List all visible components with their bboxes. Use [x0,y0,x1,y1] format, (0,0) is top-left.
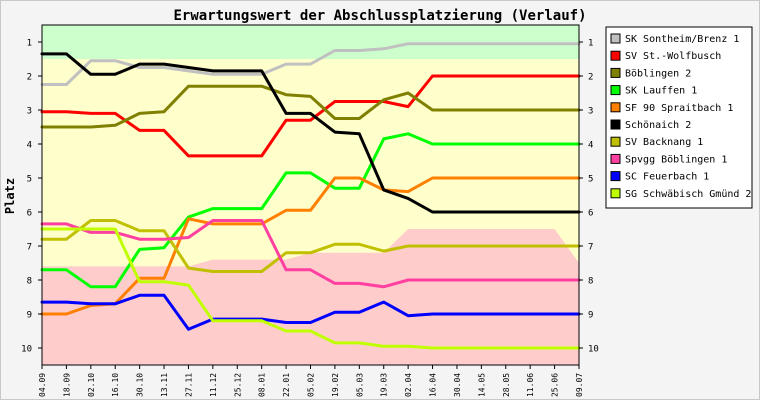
legend: SK Sontheim/Brenz 1 SV St.-Wolfbusch Böbli… [605,26,753,209]
x-axis: 04.09 18.09 02.10 16.10 30.10 13.11 27.11 11.12… [38,365,584,397]
legend-label: SC Feuerbach 1 [625,172,709,183]
legend-swatch [610,102,621,113]
y-tick-label-left: 4 [27,141,32,151]
x-tick-label: 19.02 [331,373,340,397]
x-tick-label: 05.02 [307,373,316,397]
series-line-8 [40,219,581,289]
legend-swatch [610,171,621,182]
x-tick-label: 22.01 [282,373,291,397]
y-tick-label-left: 3 [27,107,32,117]
series-line-10 [40,227,581,350]
series-line-2 [40,74,581,158]
zone-relegation [42,229,579,365]
series-line-6 [40,52,581,214]
x-tick-label: 13.11 [160,373,169,397]
legend-label: Böblingen 2 [625,68,691,79]
y-tick-label-left: 10 [21,345,32,355]
y-tick-label-left: 2 [27,73,32,83]
x-tick-label: 27.11 [184,373,193,397]
legend-label: SV St.-Wolfbusch [625,51,721,62]
x-tick-label: 02.10 [87,373,96,397]
legend-box [605,26,753,209]
x-tick-label: 19.03 [380,373,389,397]
right-y-axis: 1 2 3 4 5 6 7 8 9 10 [579,39,599,355]
y-tick-label-right: 7 [588,243,593,253]
x-tick-label: 11.12 [209,373,218,397]
y-tick-label-left: 8 [27,277,32,287]
x-tick-label: 30.10 [136,373,145,397]
x-tick-label: 18.09 [62,373,71,397]
x-tick-label: 16.10 [111,373,120,397]
legend-label: Spvgg Böblingen 1 [625,154,727,165]
x-tick-label: 02.04 [404,373,413,397]
series-line-1 [40,42,581,86]
series-line-3 [40,84,581,129]
x-tick-label: 25.12 [233,373,242,397]
legend-swatch [610,119,621,130]
legend-swatch [610,50,621,61]
legend-swatch [610,188,621,199]
y-tick-label-right: 2 [588,73,593,83]
x-tick-label: 30.04 [453,373,462,397]
series-line-7 [40,219,581,273]
legend-swatch [610,85,621,96]
x-tick-label: 16.04 [429,373,438,397]
left-y-axis: 1 2 3 4 5 6 7 8 9 10 [21,39,42,355]
chart-title: Erwartungswert der Abschlussplatzierung … [173,8,586,24]
x-tick-label: 04.09 [38,373,47,397]
x-tick-label: 14.05 [477,373,486,397]
y-axis-label: Platz [3,178,17,214]
zone-bands [42,25,579,365]
legend-swatch [610,153,621,164]
legend-label: SK Sontheim/Brenz 1 [625,34,739,45]
x-tick-label: 05.03 [355,373,364,397]
legend-swatch [610,67,621,78]
y-tick-label-left: 9 [27,311,32,321]
x-tick-label: 08.01 [258,373,267,397]
legend-swatch [610,33,621,44]
y-tick-label-left: 7 [27,243,32,253]
legend-label: Schönaich 2 [625,120,691,131]
y-tick-label-right: 3 [588,107,593,117]
y-tick-label-right: 6 [588,209,593,219]
x-tick-label: 11.06 [526,373,535,397]
y-tick-label-right: 4 [588,141,593,151]
zone-promotion [42,25,579,59]
legend-swatch [610,136,621,147]
y-tick-label-left: 5 [27,175,32,185]
legend-label: SG Schwäbisch Gmünd 2 [625,189,751,200]
series-line-9 [40,293,581,331]
legend-label: SF 90 Spraitbach 1 [625,103,733,114]
y-tick-label-right: 10 [588,345,599,355]
series-line-5 [40,176,581,316]
legend-label: SV Backnang 1 [625,137,703,148]
y-tick-label-right: 9 [588,311,593,321]
legend-label: SK Lauffen 1 [625,86,697,97]
x-tick-label: 09.07 [575,373,584,397]
x-tick-label: 28.05 [502,373,511,397]
y-tick-label-right: 8 [588,277,593,287]
y-tick-label-right: 1 [588,39,593,49]
series-layer [40,42,581,350]
x-tick-label: 25.06 [551,373,560,397]
y-tick-label-left: 6 [27,209,32,219]
y-tick-label-left: 1 [27,39,32,49]
y-tick-label-right: 5 [588,175,593,185]
